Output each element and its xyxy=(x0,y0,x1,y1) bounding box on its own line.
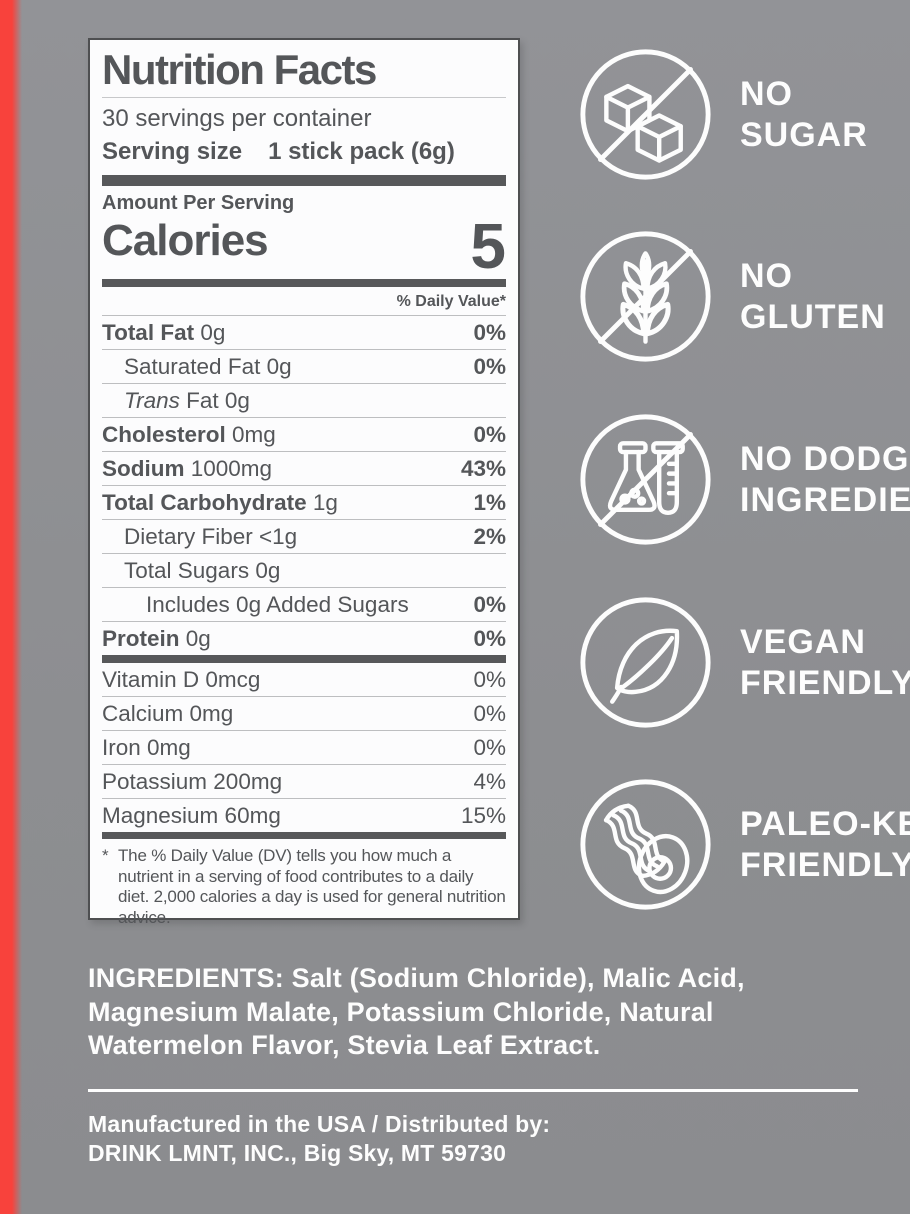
daily-value-cell: 0% xyxy=(473,625,506,651)
serving-size-row: Serving size 1 stick pack (6g) xyxy=(102,135,506,169)
row-potassium: Potassium 200mg 4% xyxy=(102,764,506,798)
claim-paleo-keto-friendly: PALEO-KETO FRIENDLY xyxy=(577,776,910,913)
row-added-sugars: Includes 0g Added Sugars 0% xyxy=(102,587,506,621)
daily-value-cell: 0% xyxy=(473,734,506,760)
row-total-carbohydrate: Total Carbohydrate 1g 1% xyxy=(102,485,506,519)
manufactured-line: Manufactured in the USA / Distributed by… xyxy=(88,1111,551,1137)
daily-value-header: % Daily Value* xyxy=(396,293,506,310)
daily-value-cell: 1% xyxy=(473,489,506,515)
no-gluten-icon xyxy=(580,231,711,362)
daily-value-cell: 2% xyxy=(473,523,506,549)
row-vitamin-d: Vitamin D 0mcg 0% xyxy=(102,666,506,692)
claim-text: NO SUGAR xyxy=(740,74,868,154)
medium-divider xyxy=(102,279,506,287)
daily-value-cell: 15% xyxy=(460,802,506,828)
medium-divider xyxy=(102,655,506,663)
claim-text: VEGAN FRIENDLY xyxy=(740,622,910,702)
distribution-divider xyxy=(88,1089,858,1092)
row-saturated-fat: Saturated Fat 0g 0% xyxy=(102,349,506,383)
calories-value: 5 xyxy=(470,210,506,282)
row-protein: Protein 0g 0% xyxy=(102,621,506,655)
paleo-keto-friendly-icon xyxy=(580,779,711,910)
row-total-fat: Total Fat 0g 0% xyxy=(102,315,506,349)
daily-value-cell: 0% xyxy=(473,421,506,447)
daily-value-cell: 0% xyxy=(473,700,506,726)
row-sodium: Sodium 1000mg 43% xyxy=(102,451,506,485)
row-cholesterol: Cholesterol 0mg 0% xyxy=(102,417,506,451)
thin-divider xyxy=(102,97,506,98)
daily-value-cell: 0% xyxy=(473,591,506,617)
serving-size-value: 1 stick pack (6g) xyxy=(268,138,455,165)
calories-row: Calories 5 xyxy=(102,210,506,282)
claim-text: PALEO-KETO FRIENDLY xyxy=(740,804,910,884)
daily-value-footnote: * The % Daily Value (DV) tells you how m… xyxy=(102,846,506,927)
row-magnesium: Magnesium 60mg 15% xyxy=(102,798,506,832)
vegan-friendly-icon xyxy=(580,597,711,728)
amount-per-serving-label: Amount Per Serving xyxy=(102,192,295,214)
thick-divider xyxy=(102,175,506,186)
serving-size-label: Serving size xyxy=(102,138,243,165)
servings-per-container: 30 servings per container xyxy=(102,105,372,132)
claim-vegan-friendly: VEGAN FRIENDLY xyxy=(577,594,910,731)
daily-value-cell: 4% xyxy=(473,768,506,794)
no-sugar-icon xyxy=(580,49,711,180)
distributor-line: DRINK LMNT, INC., Big Sky, MT 59730 xyxy=(88,1140,507,1166)
no-dodgy-ingredients-icon xyxy=(580,414,711,545)
ingredients-list: Salt (Sodium Chloride), Malic Acid, Magn… xyxy=(88,963,745,1060)
daily-value-cell: 0% xyxy=(473,319,506,345)
claim-no-dodgy-ingredients: NO DODGY INGREDIENTS xyxy=(577,411,910,548)
medium-divider xyxy=(102,832,506,839)
left-accent-stripe xyxy=(0,0,22,1214)
row-calcium: Calcium 0mg 0% xyxy=(102,696,506,730)
distribution-info: Manufactured in the USA / Distributed by… xyxy=(88,1110,550,1168)
claim-text: NO DODGY INGREDIENTS xyxy=(740,439,910,519)
row-dietary-fiber: Dietary Fiber <1g 2% xyxy=(102,519,506,553)
nutrition-facts-title: Nutrition Facts xyxy=(102,46,377,93)
daily-value-cell: 0% xyxy=(473,353,506,379)
row-iron: Iron 0mg 0% xyxy=(102,730,506,764)
nutrition-facts-panel: Nutrition Facts 30 servings per containe… xyxy=(88,38,520,927)
claim-no-sugar: NO SUGAR xyxy=(577,46,868,183)
claim-text: NO GLUTEN xyxy=(740,256,886,336)
row-total-sugars: Total Sugars 0g xyxy=(102,553,506,587)
daily-value-cell: 0% xyxy=(473,666,506,692)
ingredients-paragraph: INGREDIENTS: Salt (Sodium Chloride), Mal… xyxy=(88,962,788,1063)
row-trans-fat: Trans Fat 0g xyxy=(102,383,506,417)
calories-label: Calories xyxy=(102,216,269,265)
claim-no-gluten: NO GLUTEN xyxy=(577,228,886,365)
ingredients-label: INGREDIENTS: xyxy=(88,963,284,993)
daily-value-cell: 43% xyxy=(460,455,506,481)
